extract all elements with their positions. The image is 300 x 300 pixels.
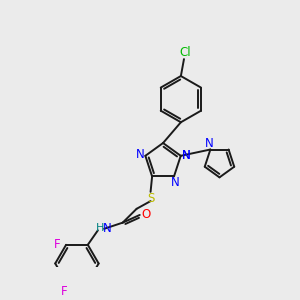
Text: N: N [136, 148, 144, 161]
Text: Cl: Cl [180, 46, 191, 59]
Text: N: N [182, 149, 190, 162]
Text: O: O [141, 208, 151, 221]
Text: N: N [182, 148, 190, 161]
Text: N: N [103, 222, 112, 235]
Text: F: F [61, 285, 68, 298]
Text: N: N [205, 137, 213, 150]
Text: H: H [96, 223, 104, 233]
Text: N: N [171, 176, 180, 189]
Text: S: S [147, 192, 154, 205]
Text: F: F [54, 238, 61, 251]
